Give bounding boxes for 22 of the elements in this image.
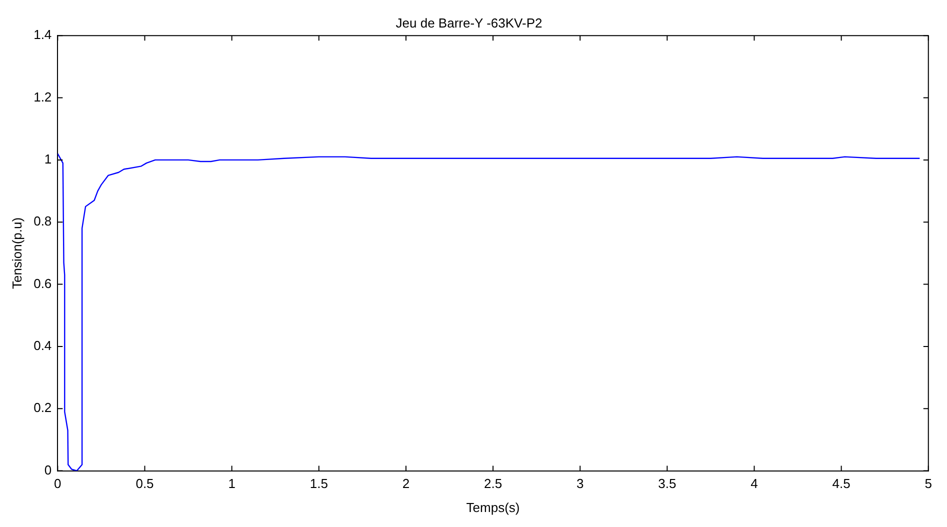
chart-title: Jeu de Barre-Y -63KV-P2 (396, 15, 542, 30)
x-tick-label: 4.5 (832, 476, 850, 492)
y-tick-label: 0.8 (34, 214, 52, 229)
x-tick-label: 2 (402, 476, 410, 492)
y-tick-label: 1.2 (34, 89, 52, 104)
x-tick-label: 5 (924, 476, 932, 492)
y-tick-label: 0.4 (34, 338, 52, 354)
y-tick-label: 1.4 (34, 27, 52, 42)
x-tick-label: 0 (54, 476, 62, 492)
y-tick-label: 0.6 (34, 276, 52, 291)
y-tick-label: 0.2 (34, 400, 52, 416)
x-tick-label: 3 (576, 476, 584, 492)
x-tick-label: 1.5 (310, 476, 328, 492)
x-tick-label: 2.5 (484, 476, 502, 492)
y-tick-label: 0 (44, 462, 52, 478)
x-tick-label: 1 (228, 476, 236, 492)
x-tick-label: 0.5 (136, 476, 154, 492)
x-tick-label: 4 (750, 476, 758, 492)
y-axis-title: Tension(p.u) (9, 217, 24, 289)
y-tick-label: 1 (44, 152, 52, 167)
x-axis-title: Temps(s) (466, 500, 520, 515)
x-tick-label: 3.5 (658, 476, 676, 492)
